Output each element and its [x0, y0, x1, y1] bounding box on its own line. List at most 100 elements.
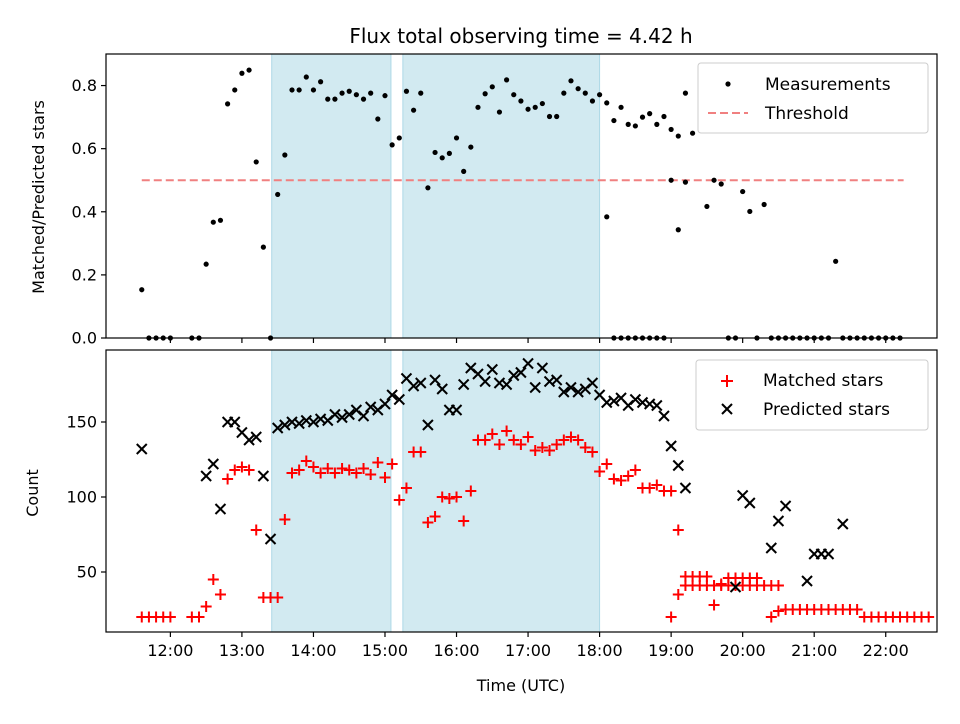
measurement-point — [225, 101, 231, 107]
measurement-point — [668, 126, 674, 133]
matched-point — [415, 446, 427, 458]
measurement-point — [339, 90, 345, 96]
measurement-point — [353, 92, 359, 98]
measurement-point — [711, 177, 717, 183]
measurement-point — [525, 106, 531, 112]
matched-point — [229, 464, 241, 476]
measurement-point — [203, 261, 209, 267]
measurement-point — [282, 152, 288, 158]
measurement-point — [747, 208, 753, 215]
measurement-point — [647, 111, 653, 117]
matched-point — [772, 580, 784, 591]
y-tick-label: 0.6 — [72, 139, 97, 158]
measurement-point — [289, 87, 295, 93]
predicted-point — [486, 363, 498, 376]
top-y-ticks: 0.0 0.2 0.4 0.6 0.8 — [72, 76, 106, 348]
predicted-point — [357, 410, 370, 422]
predicted-point — [529, 381, 541, 394]
legend-measurements-marker — [725, 81, 731, 87]
matched-point — [343, 464, 355, 476]
matched-point — [715, 578, 727, 590]
matched-point — [701, 571, 713, 582]
matched-point — [315, 467, 327, 479]
measurement-point — [389, 142, 395, 148]
matched-point — [579, 442, 591, 453]
y-tick-label: 0.2 — [72, 265, 97, 284]
matched-point — [393, 494, 405, 506]
x-tick-label: 18:00 — [577, 641, 623, 660]
matched-point — [572, 434, 584, 446]
measurement-point — [503, 77, 510, 83]
matched-point — [665, 611, 677, 623]
top-legend-box — [697, 62, 929, 134]
matched-point — [279, 514, 291, 525]
matched-point — [379, 472, 391, 483]
measurement-point — [432, 149, 438, 156]
measurement-point — [639, 114, 646, 120]
y-tick-label: 0.8 — [72, 76, 97, 95]
shaded-interval — [402, 349, 601, 633]
predicted-point — [565, 381, 577, 394]
measurement-point — [539, 100, 545, 107]
predicted-point — [651, 399, 663, 412]
measurement-point — [582, 90, 588, 96]
measurement-point — [596, 92, 603, 98]
measurement-point — [668, 177, 674, 183]
measurement-point — [689, 130, 696, 136]
matched-point — [765, 611, 777, 623]
predicted-point — [257, 470, 270, 482]
matched-point — [458, 515, 470, 527]
matched-point — [708, 599, 720, 611]
measurement-point — [682, 179, 689, 185]
measurement-point — [346, 88, 352, 94]
measurement-point — [618, 104, 624, 110]
matched-point — [436, 491, 448, 503]
measurement-point — [239, 70, 245, 76]
predicted-point — [250, 431, 262, 443]
predicted-point — [329, 408, 341, 421]
matched-point — [222, 473, 234, 485]
matched-point — [544, 445, 556, 456]
predicted-point — [801, 575, 813, 587]
predicted-point — [629, 393, 642, 406]
measurement-point — [632, 123, 638, 129]
bottom-x-axis-label: Time (UTC) — [476, 676, 565, 695]
matched-point — [851, 604, 863, 615]
matched-point — [336, 463, 348, 474]
legend-predicted-marker — [721, 403, 733, 415]
predicted-point — [672, 459, 684, 472]
bottom-legend-box — [695, 359, 929, 431]
matched-point — [772, 605, 784, 617]
matched-point — [429, 511, 441, 522]
predicted-point — [264, 533, 277, 545]
predicted-point — [729, 581, 742, 593]
x-tick-label: 22:00 — [863, 641, 909, 660]
measurement-point — [246, 67, 252, 73]
measurement-point — [496, 109, 503, 115]
measurement-point — [511, 92, 517, 98]
matched-point — [422, 517, 434, 528]
measurement-point — [375, 116, 381, 122]
matched-point — [529, 445, 541, 456]
top-axes-frame — [105, 53, 938, 339]
predicted-point — [343, 408, 355, 421]
predicted-point — [364, 401, 377, 413]
predicted-point — [765, 542, 777, 554]
measurement-point — [303, 74, 309, 80]
matched-point — [272, 592, 284, 603]
y-tick-label: 50 — [77, 563, 97, 582]
predicted-point — [429, 374, 441, 386]
measurement-point — [532, 104, 538, 110]
matched-point — [665, 485, 677, 497]
measurement-point — [475, 104, 481, 110]
measurement-point — [332, 96, 338, 102]
measurement-point — [489, 84, 495, 90]
y-tick-label: 0.4 — [72, 202, 97, 221]
top-x-ticks — [169, 338, 887, 343]
predicted-point — [279, 419, 291, 431]
bottom-y-axis-label: Count — [23, 469, 42, 517]
measurement-point — [439, 155, 445, 161]
predicted-point — [243, 434, 255, 446]
matched-point — [193, 611, 205, 623]
